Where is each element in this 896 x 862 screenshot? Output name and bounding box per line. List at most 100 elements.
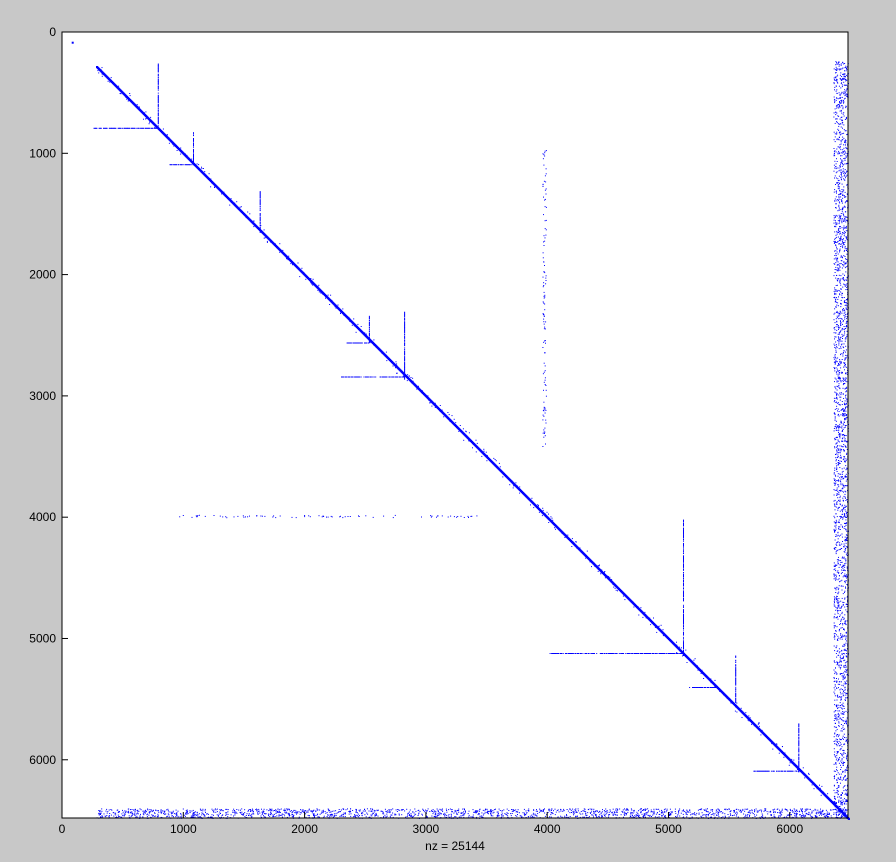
nonzero-point: [464, 812, 466, 814]
nonzero-point: [748, 811, 750, 813]
nonzero-point: [455, 810, 457, 812]
nonzero-point: [318, 284, 320, 286]
nonzero-point: [819, 811, 821, 813]
nonzero-point: [843, 711, 845, 713]
nonzero-point: [645, 808, 647, 810]
nonzero-point: [256, 809, 258, 811]
nonzero-point: [382, 811, 384, 813]
nonzero-point: [823, 791, 824, 793]
nonzero-point: [427, 395, 429, 397]
nonzero-point: [263, 816, 265, 818]
nonzero-point: [257, 811, 258, 813]
nonzero-point: [838, 560, 840, 562]
nonzero-point: [370, 808, 371, 810]
nonzero-point: [483, 450, 485, 452]
nonzero-point: [313, 813, 315, 815]
nonzero-point: [397, 809, 399, 810]
nonzero-point: [513, 485, 515, 487]
nonzero-point: [761, 809, 763, 811]
nonzero-point: [821, 810, 823, 812]
nonzero-point: [701, 669, 703, 671]
nonzero-point: [696, 812, 698, 814]
nonzero-point: [359, 810, 361, 812]
nonzero-point: [834, 312, 836, 314]
nonzero-point: [842, 346, 844, 348]
nonzero-point: [287, 808, 289, 810]
nonzero-point: [447, 815, 449, 817]
nonzero-point: [787, 810, 789, 812]
nonzero-point: [260, 815, 262, 817]
nonzero-point: [670, 813, 672, 815]
nonzero-point: [189, 812, 191, 814]
nonzero-point: [833, 79, 835, 81]
nonzero-point: [676, 644, 678, 646]
nonzero-point: [841, 183, 843, 185]
nonzero-point: [273, 816, 275, 818]
nonzero-point: [577, 810, 579, 812]
nonzero-point: [355, 816, 357, 818]
nonzero-point: [834, 370, 836, 372]
nonzero-point: [501, 813, 503, 815]
nonzero-point: [841, 163, 843, 164]
sparsity-points: [71, 41, 850, 820]
nonzero-point: [481, 816, 483, 818]
nonzero-point: [844, 807, 845, 809]
nonzero-point: [145, 810, 147, 812]
nonzero-point: [446, 810, 448, 811]
nonzero-point: [843, 565, 845, 566]
nonzero-point: [838, 179, 840, 181]
nonzero-point: [600, 573, 602, 575]
nonzero-point: [448, 414, 450, 416]
nonzero-point: [270, 241, 272, 243]
nonzero-point: [511, 810, 513, 812]
nonzero-point: [585, 557, 587, 559]
nonzero-point: [638, 814, 640, 816]
nonzero-point: [414, 814, 416, 816]
nonzero-point: [308, 816, 310, 818]
nonzero-point: [410, 813, 412, 815]
nonzero-point: [842, 229, 844, 231]
nonzero-point: [595, 811, 597, 813]
nonzero-point: [389, 812, 391, 814]
nonzero-point: [662, 811, 664, 813]
nonzero-point: [833, 412, 835, 414]
nonzero-point: [839, 544, 841, 546]
nonzero-point: [838, 527, 839, 529]
nonzero-point: [842, 717, 844, 718]
nonzero-point: [279, 251, 281, 253]
nonzero-point: [840, 347, 842, 349]
nonzero-point: [567, 810, 569, 812]
nonzero-point: [839, 147, 841, 149]
nonzero-point: [772, 809, 774, 811]
nonzero-point: [630, 811, 632, 813]
nonzero-point: [243, 213, 245, 215]
nonzero-point: [745, 814, 747, 816]
nonzero-point: [185, 812, 187, 814]
nonzero-point: [232, 812, 234, 813]
nonzero-point: [441, 809, 443, 811]
nonzero-point: [833, 116, 835, 118]
nonzero-point: [843, 513, 845, 515]
nonzero-point: [842, 726, 844, 728]
nonzero-point: [302, 809, 304, 811]
nonzero-point: [266, 241, 268, 243]
nonzero-point: [622, 811, 624, 813]
nonzero-point: [842, 813, 844, 815]
nonzero-point: [432, 809, 434, 811]
nonzero-point: [846, 605, 848, 607]
nonzero-point: [221, 815, 223, 816]
nonzero-point: [624, 812, 626, 814]
nonzero-point: [366, 812, 368, 814]
nonzero-point: [101, 73, 103, 75]
nonzero-point: [107, 80, 109, 82]
nonzero-point: [689, 811, 691, 813]
nonzero-point: [460, 816, 462, 818]
nonzero-point: [666, 810, 668, 811]
nonzero-point: [841, 241, 843, 243]
nonzero-point: [661, 815, 663, 817]
nonzero-point: [842, 377, 844, 379]
nonzero-point: [845, 236, 847, 238]
nonzero-point: [117, 812, 119, 813]
nonzero-point: [175, 812, 177, 814]
